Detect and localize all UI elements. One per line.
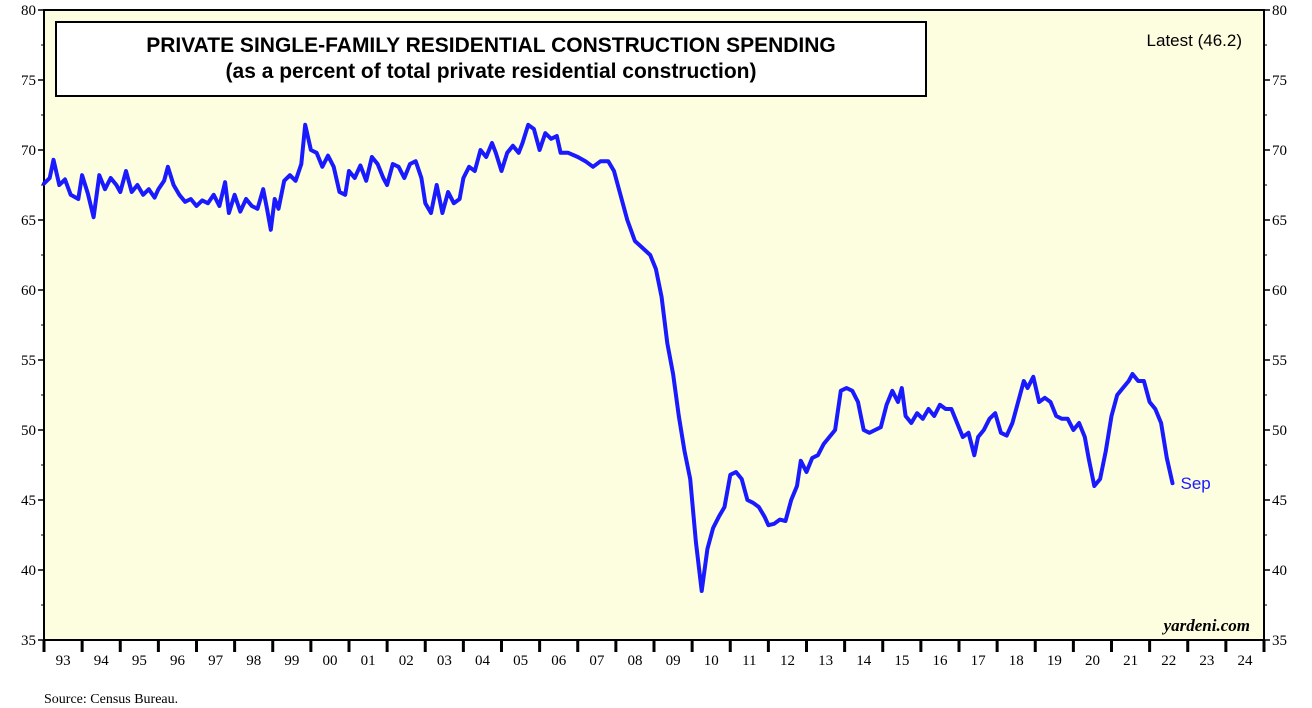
- x-tick-label: 21: [1123, 653, 1138, 669]
- x-tick-label: 19: [1047, 653, 1062, 669]
- y-tick-label-right: 65: [1272, 213, 1287, 229]
- y-tick-label-right: 80: [1272, 3, 1287, 19]
- x-tick-label: 20: [1085, 653, 1100, 669]
- x-tick-label: 13: [818, 653, 833, 669]
- x-tick-label: 95: [132, 653, 147, 669]
- x-tick-label: 22: [1161, 653, 1176, 669]
- x-tick-label: 17: [971, 653, 987, 669]
- end-label: Sep: [1181, 474, 1211, 493]
- x-tick-label: 99: [284, 653, 299, 669]
- x-axis: 93 94 95 96 97 98 99 00 01 02 03 04 05 06 07 08 09 10 11 12…: [42, 640, 1266, 669]
- x-tick-label: 96: [170, 653, 186, 669]
- x-tick-label: 94: [94, 653, 110, 669]
- y-tick-label-left: 75: [21, 73, 36, 89]
- left-y-axis: 35 40 45 50 55 60 65 70 75 80: [21, 3, 44, 649]
- y-tick-label-right: 60: [1272, 283, 1287, 299]
- x-tick-label: 98: [246, 653, 261, 669]
- title-box: PRIVATE SINGLE-FAMILY RESIDENTIAL CONSTR…: [55, 21, 927, 97]
- x-tick-label: 01: [361, 653, 376, 669]
- y-tick-label-right: 45: [1272, 493, 1287, 509]
- right-y-axis: 35 40 45 50 55 60 65 70 75 80: [1264, 3, 1287, 649]
- x-tick-label: 11: [742, 653, 756, 669]
- y-tick-label-right: 70: [1272, 143, 1287, 159]
- y-tick-label-right: 50: [1272, 423, 1287, 439]
- y-tick-label-left: 35: [21, 633, 36, 649]
- y-tick-label-left: 70: [21, 143, 36, 159]
- y-tick-label-right: 55: [1272, 353, 1287, 369]
- y-tick-label-left: 80: [21, 3, 36, 19]
- x-tick-label: 07: [589, 653, 605, 669]
- x-tick-label: 16: [932, 653, 948, 669]
- x-tick-label: 09: [666, 653, 681, 669]
- y-tick-label-left: 40: [21, 563, 36, 579]
- x-tick-label: 14: [856, 653, 872, 669]
- x-tick-label: 23: [1199, 653, 1214, 669]
- y-tick-label-left: 50: [21, 423, 36, 439]
- x-tick-label: 12: [780, 653, 795, 669]
- y-tick-label-right: 40: [1272, 563, 1287, 579]
- brand-watermark: yardeni.com: [1162, 616, 1250, 635]
- source-note: Source: Census Bureau.: [44, 692, 179, 707]
- x-tick-label: 00: [322, 653, 337, 669]
- plot-background: [43, 9, 1265, 641]
- x-tick-label: 02: [399, 653, 414, 669]
- x-tick-label: 15: [894, 653, 909, 669]
- x-tick-label: 97: [208, 653, 224, 669]
- x-tick-label: 05: [513, 653, 528, 669]
- x-tick-label: 08: [627, 653, 642, 669]
- x-tick-label: 03: [437, 653, 452, 669]
- latest-annotation: Latest (46.2): [1147, 31, 1242, 50]
- x-tick-label: 04: [475, 653, 491, 669]
- chart-subtitle: (as a percent of total private residenti…: [226, 60, 757, 83]
- x-tick-label: 10: [704, 653, 719, 669]
- data-series-line: [42, 122, 1175, 593]
- y-tick-label-left: 65: [21, 213, 36, 229]
- x-tick-label: 06: [551, 653, 567, 669]
- y-tick-label-left: 55: [21, 353, 36, 369]
- y-tick-label-left: 45: [21, 493, 36, 509]
- chart-title: PRIVATE SINGLE-FAMILY RESIDENTIAL CONSTR…: [146, 34, 836, 57]
- x-tick-label: 93: [56, 653, 71, 669]
- y-tick-label-right: 35: [1272, 633, 1287, 649]
- x-tick-label: 24: [1237, 653, 1253, 669]
- y-tick-label-right: 75: [1272, 73, 1287, 89]
- x-tick-label: 18: [1009, 653, 1024, 669]
- y-tick-label-left: 60: [21, 283, 36, 299]
